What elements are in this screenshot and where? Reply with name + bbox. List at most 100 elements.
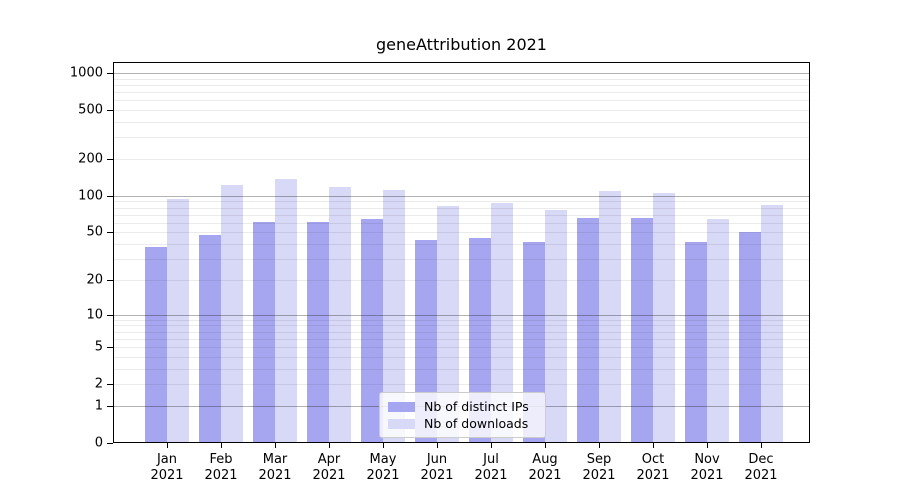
x-tick-apr — [329, 443, 330, 448]
gridline-minor-2 — [113, 384, 810, 385]
y-tick-2 — [107, 384, 113, 385]
x-tick-month: Aug — [532, 452, 558, 467]
bar-downloads-dec — [761, 205, 783, 443]
bar-distinct-ips-nov — [685, 241, 707, 443]
gridline-minor-6 — [113, 339, 810, 340]
legend: Nb of distinct IPs Nb of downloads — [379, 392, 546, 438]
x-tick-oct — [653, 443, 654, 448]
x-tick-year: 2021 — [690, 468, 724, 483]
gridline-minor-3 — [113, 369, 810, 370]
gridline-minor-70 — [113, 215, 810, 216]
y-axis-tick-label: 20 — [86, 272, 103, 288]
y-axis-tick-label: 2 — [94, 376, 103, 392]
gridline-major-100 — [113, 196, 810, 197]
x-axis-tick-label: Sep 2021 — [567, 452, 631, 484]
y-tick-10 — [107, 315, 113, 316]
gridline-minor-900 — [113, 79, 810, 80]
bar-downloads-oct — [653, 192, 675, 443]
gridline-minor-700 — [113, 92, 810, 93]
gridline-minor-7 — [113, 332, 810, 333]
legend-swatch-downloads — [388, 418, 415, 429]
y-axis-tick-label: 1 — [94, 398, 103, 414]
bar-distinct-ips-mar — [253, 221, 275, 443]
bar-distinct-ips-apr — [307, 221, 329, 443]
gridline-minor-60 — [113, 223, 810, 224]
x-tick-month: Jan — [156, 452, 178, 467]
bar-downloads-sep — [599, 190, 621, 443]
y-tick-1 — [107, 406, 113, 407]
gridline-major-1000 — [113, 73, 810, 74]
x-tick-feb — [221, 443, 222, 448]
gridline-minor-8 — [113, 325, 810, 326]
bar-distinct-ips-jan — [145, 246, 167, 443]
x-tick-month: Jun — [426, 452, 448, 467]
x-tick-aug — [545, 443, 546, 448]
x-tick-year: 2021 — [582, 468, 616, 483]
bar-downloads-apr — [329, 187, 351, 443]
legend-item-distinct-ips: Nb of distinct IPs — [388, 398, 537, 415]
gridline-minor-800 — [113, 85, 810, 86]
x-tick-year: 2021 — [258, 468, 292, 483]
bar-downloads-feb — [221, 184, 243, 443]
x-tick-month: Dec — [748, 452, 774, 467]
x-tick-month: Oct — [641, 452, 665, 467]
gridline-minor-5 — [113, 347, 810, 348]
x-axis-tick-label: Nov 2021 — [675, 452, 739, 484]
y-tick-1000 — [107, 73, 113, 74]
x-tick-year: 2021 — [420, 468, 454, 483]
bar-downloads-may — [383, 189, 405, 443]
x-tick-month: Sep — [586, 452, 612, 467]
x-tick-year: 2021 — [150, 468, 184, 483]
y-axis-tick-label: 200 — [78, 151, 103, 167]
gridline-minor-9 — [113, 320, 810, 321]
x-tick-jul — [491, 443, 492, 448]
gridline-minor-200 — [113, 159, 810, 160]
x-tick-dec — [761, 443, 762, 448]
x-tick-year: 2021 — [744, 468, 778, 483]
gridline-minor-300 — [113, 137, 810, 138]
gridline-minor-30 — [113, 259, 810, 260]
bar-downloads-jul — [491, 203, 513, 443]
x-axis-tick-label: Feb 2021 — [189, 452, 253, 484]
x-axis-tick-label: Oct 2021 — [621, 452, 685, 484]
chart-title: geneAttribution 2021 — [376, 35, 547, 54]
y-tick-5 — [107, 347, 113, 348]
gridline-minor-20 — [113, 280, 810, 281]
x-tick-month: Jul — [483, 452, 499, 467]
bar-downloads-jan — [167, 199, 189, 443]
x-tick-month: Feb — [209, 452, 233, 467]
bar-distinct-ips-may — [361, 219, 383, 443]
x-axis-tick-label: Apr 2021 — [297, 452, 361, 484]
bar-distinct-ips-jul — [469, 237, 491, 443]
x-tick-mar — [275, 443, 276, 448]
bar-downloads-nov — [707, 219, 729, 443]
gridline-minor-40 — [113, 244, 810, 245]
bar-distinct-ips-dec — [739, 232, 761, 443]
y-tick-0 — [107, 443, 113, 444]
legend-label-downloads: Nb of downloads — [424, 416, 529, 431]
y-tick-100 — [107, 196, 113, 197]
y-axis-tick-label: 1000 — [69, 65, 103, 81]
y-axis-tick-label: 5 — [94, 339, 103, 355]
y-axis-tick-label: 100 — [78, 188, 103, 204]
x-axis-tick-label: Aug 2021 — [513, 452, 577, 484]
x-tick-year: 2021 — [366, 468, 400, 483]
y-axis-tick-label: 0 — [94, 435, 103, 451]
x-tick-may — [383, 443, 384, 448]
x-axis-tick-label: Dec 2021 — [729, 452, 793, 484]
y-tick-20 — [107, 280, 113, 281]
x-axis-tick-label: Jul 2021 — [459, 452, 523, 484]
x-tick-year: 2021 — [204, 468, 238, 483]
x-axis-tick-label: Jan 2021 — [135, 452, 199, 484]
y-axis-tick-label: 50 — [86, 224, 103, 240]
gridline-minor-50 — [113, 232, 810, 233]
x-axis-tick-label: May 2021 — [351, 452, 415, 484]
gridline-minor-90 — [113, 201, 810, 202]
y-axis-tick-label: 10 — [86, 307, 103, 323]
y-tick-50 — [107, 232, 113, 233]
y-tick-200 — [107, 159, 113, 160]
gridline-minor-600 — [113, 100, 810, 101]
x-tick-jun — [437, 443, 438, 448]
x-axis-tick-label: Mar 2021 — [243, 452, 307, 484]
